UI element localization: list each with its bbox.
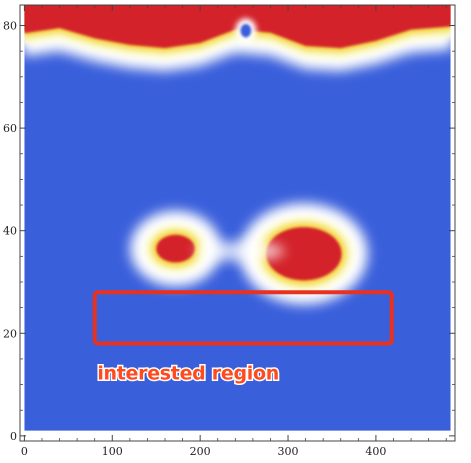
interested-region-box [92,290,394,346]
axes: 0 100 200 300 400 0 20 40 60 80 [3,5,455,458]
y-tick-label: 60 [3,122,17,135]
interested-region-label: interested region [97,362,279,384]
x-tick-label: 200 [190,445,211,458]
x-tick-label: 0 [21,445,28,458]
x-tick-label: 400 [365,445,386,458]
hotspot-group [130,203,368,305]
heatmap-plot-area [24,5,451,431]
y-tick-label: 40 [3,225,17,238]
x-tick-label: 100 [102,445,123,458]
x-tick-label: 300 [278,445,299,458]
heatmap-background [24,5,451,431]
hotspot-1 [156,234,195,263]
cold-spot [240,23,252,38]
hotspot-bridge-glow [194,241,285,262]
y-tick-label: 80 [3,20,17,33]
y-tick-label: 0 [10,430,17,443]
hotspot-2 [266,227,342,281]
y-tick-label: 20 [3,327,17,340]
plot-frame [19,4,456,442]
top-hot-band [24,5,451,72]
